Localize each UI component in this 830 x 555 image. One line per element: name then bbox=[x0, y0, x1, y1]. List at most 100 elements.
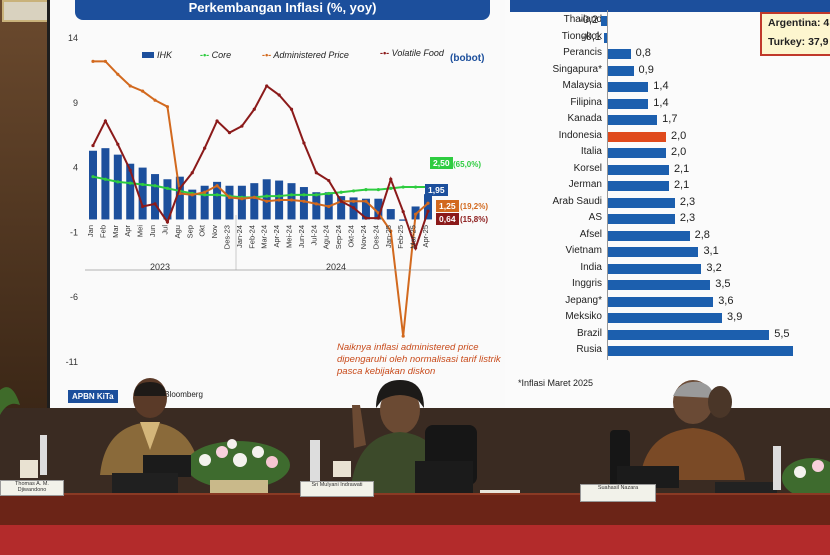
country-value: 2,1 bbox=[673, 162, 690, 175]
country-value: 0,9 bbox=[638, 63, 654, 76]
country-label: Italia bbox=[580, 146, 602, 157]
country-label: Thailand bbox=[563, 14, 602, 25]
core-point bbox=[153, 184, 157, 188]
volatile-value-tag: 0,64 bbox=[436, 213, 459, 225]
country-label: Brazil bbox=[576, 327, 602, 339]
ihk-bar bbox=[262, 179, 271, 220]
y-tick-label: -1 bbox=[70, 227, 78, 237]
x-tick-label: Nov bbox=[210, 225, 219, 239]
ihk-bar bbox=[424, 194, 432, 220]
x-tick-label: Mei-24 bbox=[285, 225, 294, 248]
volatile-weight-tag: (15,8%) bbox=[460, 215, 489, 224]
volatile-line bbox=[92, 84, 429, 252]
volatile-point bbox=[277, 93, 281, 97]
country-value: 2,0 bbox=[671, 129, 687, 142]
core-point bbox=[277, 194, 281, 198]
volatile-point bbox=[289, 107, 294, 111]
administered-point bbox=[141, 89, 145, 93]
country-value: 5,5 bbox=[774, 327, 790, 340]
administered-point bbox=[165, 105, 170, 109]
x-tick-label: Apr bbox=[123, 224, 132, 236]
country-bar bbox=[607, 346, 793, 356]
core-point bbox=[327, 191, 331, 196]
presentation-screen: Perkembangan Inflasi (%, yoy) 14 9 4 -1 -6 -1… bbox=[50, 0, 830, 410]
administered-point bbox=[265, 199, 269, 203]
core-weight-tag: (65,0%) bbox=[453, 160, 482, 169]
administered-point bbox=[351, 199, 356, 203]
right-footnote: *Inflasi Maret 2025 bbox=[518, 378, 594, 388]
country-label: Rusia bbox=[576, 344, 602, 355]
table-skirt bbox=[0, 525, 830, 555]
callout-argentina: Argentina: 4 bbox=[768, 17, 830, 29]
volatile-point bbox=[240, 124, 244, 128]
volatile-point bbox=[389, 177, 393, 181]
country-bar bbox=[607, 131, 666, 142]
flower-arrangement-left bbox=[186, 439, 290, 494]
country-bar bbox=[607, 247, 699, 257]
ihk-bar bbox=[138, 167, 147, 220]
legend-administered: -•- Administered Price bbox=[262, 50, 349, 60]
glass-center bbox=[333, 461, 351, 477]
country-bar bbox=[607, 82, 649, 92]
x-tick-label: Jan-25 bbox=[384, 225, 393, 248]
x-tick-label: Apr-25 bbox=[421, 225, 430, 248]
administered-point bbox=[227, 195, 232, 200]
core-point bbox=[265, 194, 269, 198]
country-bar bbox=[607, 280, 711, 290]
core-point bbox=[302, 193, 306, 197]
x-tick-label: Okt-24 bbox=[347, 225, 356, 248]
country-label: Kanada bbox=[567, 113, 602, 124]
administered-point bbox=[91, 59, 95, 63]
x-tick-label: Jun-24 bbox=[297, 225, 306, 248]
country-bar bbox=[607, 263, 702, 274]
core-point bbox=[339, 190, 343, 194]
country-bar bbox=[607, 49, 631, 59]
chart-annotation: Naiknya inflasi administered price dipen… bbox=[337, 342, 501, 377]
administered-point bbox=[401, 334, 405, 338]
volatile-point bbox=[178, 186, 182, 190]
volatile-point bbox=[141, 204, 145, 209]
ihk-bar bbox=[237, 185, 246, 220]
y-tick-label: 14 bbox=[68, 33, 78, 43]
core-point bbox=[91, 175, 95, 179]
ihk-bar bbox=[163, 179, 172, 220]
legend-administered-label: Administered Price bbox=[273, 50, 349, 60]
ihk-bar bbox=[337, 196, 346, 220]
legend-volatile: -•- Volatile Food bbox=[380, 48, 444, 58]
country-bar bbox=[607, 98, 649, 109]
core-point bbox=[215, 193, 219, 197]
ihk-bar bbox=[361, 198, 370, 220]
x-tick-label: Jan bbox=[86, 225, 95, 237]
laptop-center bbox=[415, 461, 473, 493]
ihk-bar bbox=[113, 154, 122, 220]
core-point bbox=[289, 193, 294, 197]
country-label: Jerman bbox=[568, 179, 602, 190]
administered-point bbox=[215, 184, 219, 188]
country-label: Tiongkok bbox=[561, 30, 602, 42]
country-value: 3,2 bbox=[706, 261, 722, 274]
speakers-scene bbox=[0, 378, 830, 555]
plant-left bbox=[0, 387, 20, 415]
volatile-point bbox=[165, 220, 170, 224]
x-tick-label: Feb-24 bbox=[247, 225, 256, 249]
x-tick-label: Feb-25 bbox=[396, 225, 405, 249]
country-bar bbox=[607, 115, 658, 125]
country-bar bbox=[601, 16, 607, 26]
country-bar bbox=[607, 296, 714, 307]
volatile-point bbox=[302, 141, 306, 145]
administered-point bbox=[314, 202, 318, 206]
administered-point bbox=[252, 195, 256, 200]
country-label: Inggris bbox=[571, 278, 602, 289]
core-point bbox=[376, 188, 380, 192]
core-point bbox=[203, 193, 207, 197]
ihk-bar bbox=[299, 187, 308, 220]
administered-point bbox=[327, 204, 331, 209]
country-value: 1,4 bbox=[653, 80, 669, 92]
y-tick-label: 4 bbox=[73, 163, 78, 173]
volatile-point bbox=[401, 210, 405, 214]
administered-line bbox=[93, 60, 429, 337]
nameplate-right: Suahasil Nazara bbox=[580, 484, 656, 502]
administered-point bbox=[302, 199, 306, 203]
country-bar bbox=[607, 164, 669, 175]
country-label: Arab Saudi bbox=[552, 195, 602, 207]
